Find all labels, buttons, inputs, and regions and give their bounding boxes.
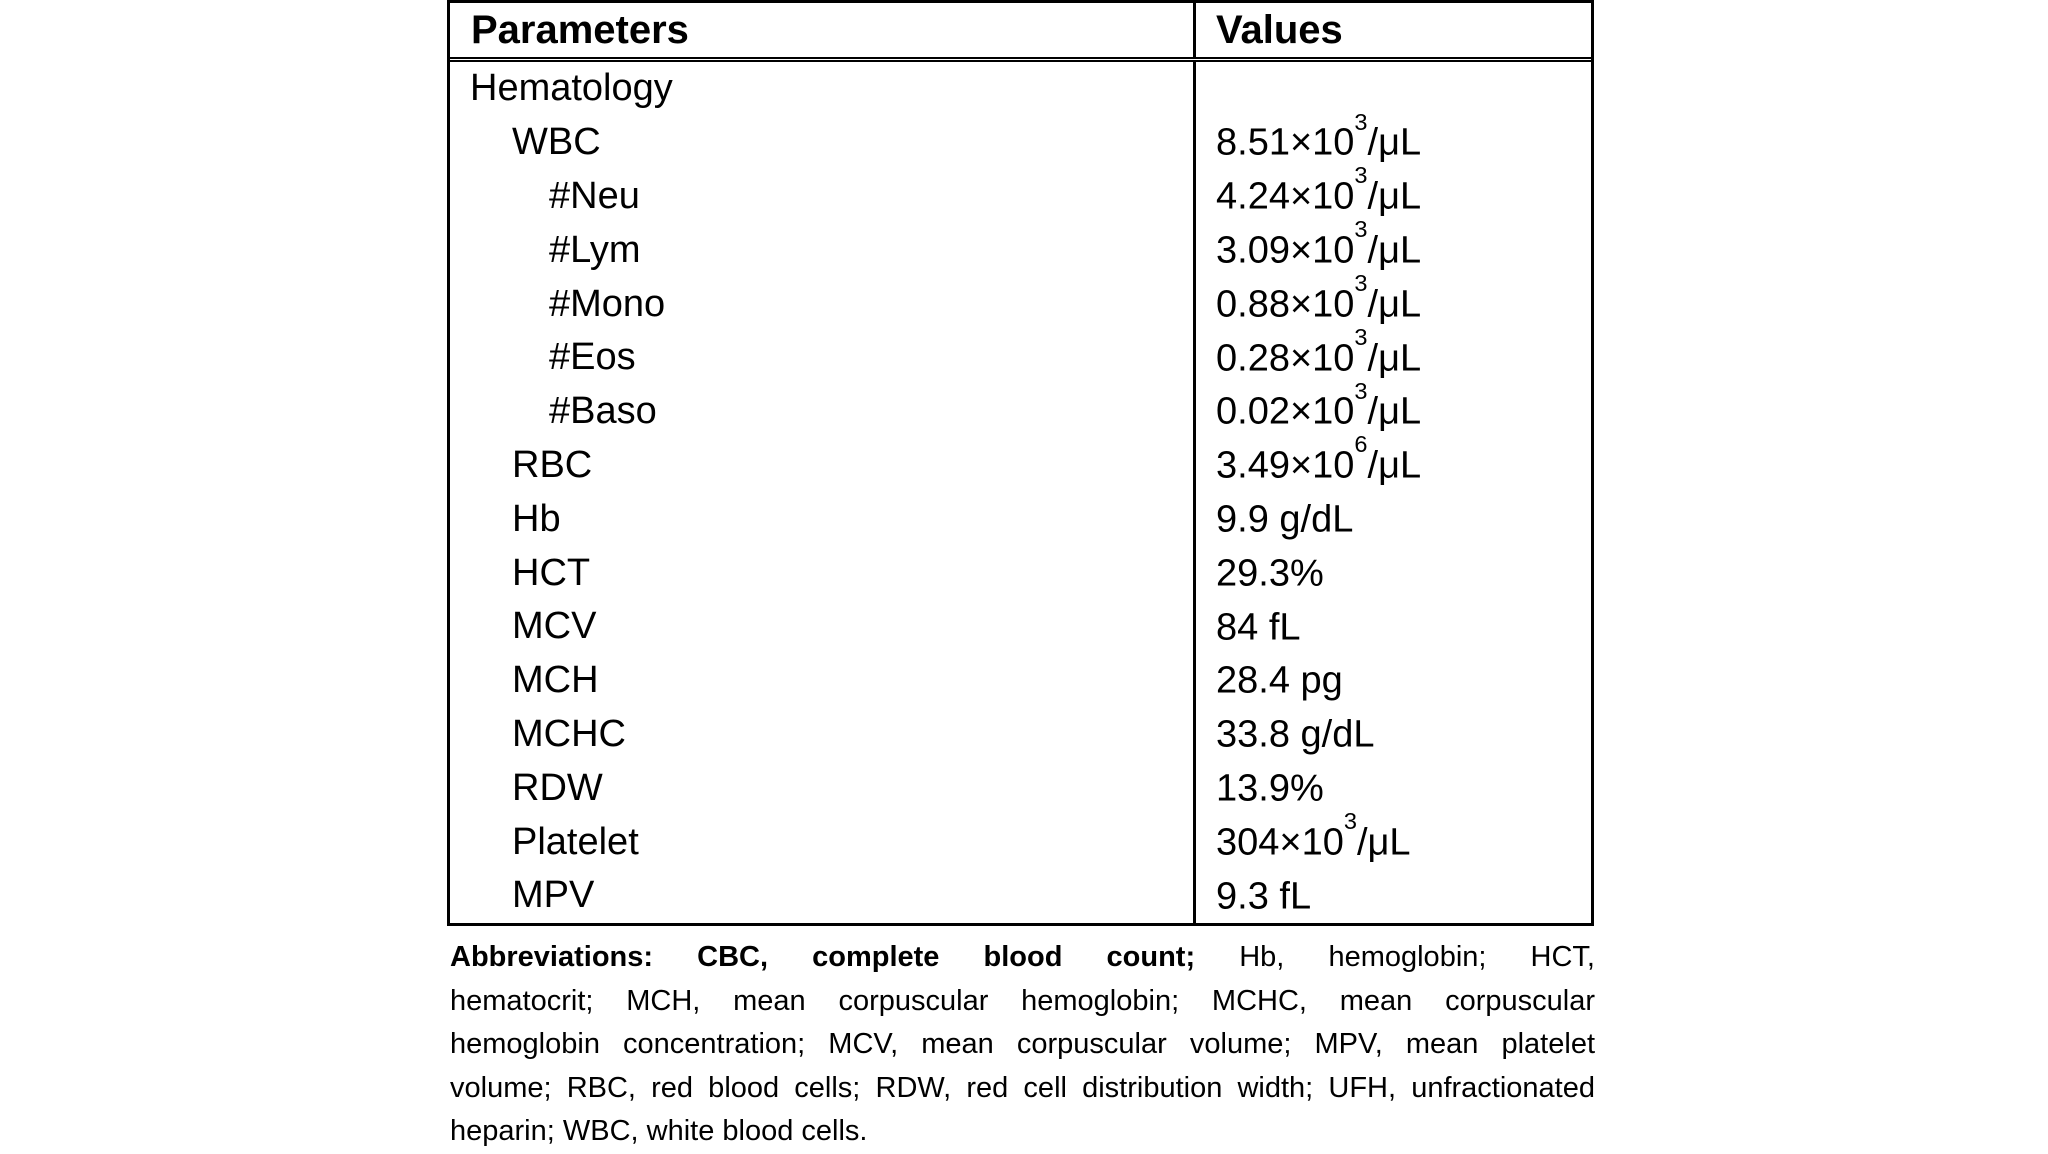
value-cell: 9.3 fL xyxy=(1196,874,1591,919)
param-cell: MCHC xyxy=(450,707,1196,762)
param-cell: WBC xyxy=(450,115,1196,170)
value-cell: 0.28×103/μL xyxy=(1196,324,1591,381)
footnote-text: Hb, hemoglobin; HCT, xyxy=(1195,941,1595,973)
value-cell: 84 fL xyxy=(1196,605,1591,650)
value-text: 4.24×10 xyxy=(1216,175,1355,218)
value-cell: 28.4 pg xyxy=(1196,658,1591,703)
value-superscript: 3 xyxy=(1343,807,1357,834)
table-row: HCT 29.3% xyxy=(450,546,1591,600)
column-header-values: Values xyxy=(1216,7,1343,52)
footnote-text: heparin; WBC, white blood cells. xyxy=(450,1115,868,1147)
value-text: 29.3% xyxy=(1216,552,1324,595)
value-cell: 33.8 g/dL xyxy=(1196,712,1591,757)
param-cell: RBC xyxy=(450,438,1196,493)
table-row: #Eos 0.28×103/μL xyxy=(450,324,1591,385)
table-row: MCV 84 fL xyxy=(450,599,1591,654)
value-text: 0.88×10 xyxy=(1216,283,1355,326)
value-text: 3.49×10 xyxy=(1216,444,1355,487)
value-text: 33.8 g/dL xyxy=(1216,713,1375,756)
table-row: WBC 8.51×103/μL xyxy=(450,109,1591,170)
table-row: Hb 9.9 g/dL xyxy=(450,492,1591,547)
param-cell: #Baso xyxy=(450,384,1196,439)
abbreviations-footnote: Abbreviations: CBC, complete blood count… xyxy=(450,936,1595,1154)
param-cell: MCH xyxy=(450,653,1196,708)
table-row: Hematology xyxy=(450,62,1591,116)
param-cell: Platelet xyxy=(450,815,1196,869)
param-cell: HCT xyxy=(450,546,1196,600)
footnote-bold-label: Abbreviations: CBC, complete blood count… xyxy=(450,941,1196,973)
value-superscript: 3 xyxy=(1354,323,1368,350)
value-text: 9.3 fL xyxy=(1216,875,1312,918)
footnote-line: hemoglobin concentration; MCV, mean corp… xyxy=(450,1023,1595,1067)
value-unit: /μL xyxy=(1367,337,1422,380)
value-unit: /μL xyxy=(1367,229,1422,272)
footnote-line: Abbreviations: CBC, complete blood count… xyxy=(450,936,1595,980)
value-cell: 3.49×106/μL xyxy=(1196,431,1591,488)
table-row: RDW 13.9% xyxy=(450,761,1591,816)
value-cell: 4.24×103/μL xyxy=(1196,162,1591,219)
value-text: 84 fL xyxy=(1216,606,1301,649)
value-text: 304×10 xyxy=(1216,821,1344,864)
table-row: #Mono 0.88×103/μL xyxy=(450,270,1591,331)
value-text: 13.9% xyxy=(1216,767,1324,810)
column-header-parameters: Parameters xyxy=(450,3,1196,57)
table-row: #Neu 4.24×103/μL xyxy=(450,162,1591,224)
value-cell: 0.02×103/μL xyxy=(1196,378,1591,434)
value-unit: /μL xyxy=(1367,283,1422,326)
param-cell: #Mono xyxy=(450,277,1196,331)
footnote-text: volume; RBC, red blood cells; RDW, red c… xyxy=(450,1071,1595,1104)
value-unit: /μL xyxy=(1367,391,1422,433)
cbc-results-table: Parameters Values Hematology WBC 8.51×103/… xyxy=(447,0,1594,926)
value-text: 0.02×10 xyxy=(1216,391,1355,433)
value-superscript: 3 xyxy=(1354,108,1368,135)
value-text: 28.4 pg xyxy=(1216,659,1343,702)
table-row: Platelet 304×103/μL xyxy=(450,808,1591,869)
value-cell: 9.9 g/dL xyxy=(1196,497,1591,542)
value-unit: /μL xyxy=(1356,821,1411,864)
value-cell: 8.51×103/μL xyxy=(1196,109,1591,165)
param-cell: RDW xyxy=(450,761,1196,816)
table-row: RBC 3.49×106/μL xyxy=(450,431,1591,493)
value-superscript: 3 xyxy=(1354,216,1368,243)
param-cell: #Neu xyxy=(450,169,1196,224)
value-cell: 13.9% xyxy=(1196,766,1591,811)
footnote-line: heparin; WBC, white blood cells. xyxy=(450,1110,1595,1154)
table-row: MPV 9.3 fL xyxy=(450,868,1591,923)
value-superscript: 3 xyxy=(1354,269,1368,296)
value-cell: 0.88×103/μL xyxy=(1196,270,1591,327)
value-superscript: 3 xyxy=(1354,162,1368,189)
table-row: MCH 28.4 pg xyxy=(450,653,1591,708)
value-superscript: 3 xyxy=(1354,377,1368,404)
footnote-text: hemoglobin concentration; MCV, mean corp… xyxy=(450,1028,1595,1060)
value-unit: /μL xyxy=(1367,175,1422,218)
value-text: 9.9 g/dL xyxy=(1216,498,1354,541)
param-cell: #Lym xyxy=(450,223,1196,278)
value-superscript: 6 xyxy=(1354,431,1368,458)
value-cell: 3.09×103/μL xyxy=(1196,216,1591,273)
value-cell: 29.3% xyxy=(1196,551,1591,596)
value-unit: /μL xyxy=(1367,444,1422,487)
table-header-row: Parameters Values xyxy=(450,3,1591,62)
table-body: Hematology WBC 8.51×103/μL #Neu 4.24×103/μL #… xyxy=(450,62,1591,923)
table-row: #Lym 3.09×103/μL xyxy=(450,216,1591,278)
value-text: 8.51×10 xyxy=(1216,122,1355,165)
param-cell: #Eos xyxy=(450,330,1196,385)
table-row: MCHC 33.8 g/dL xyxy=(450,707,1591,762)
footnote-text: hematocrit; MCH, mean corpuscular hemogl… xyxy=(450,984,1595,1017)
footnote-line: hematocrit; MCH, mean corpuscular hemogl… xyxy=(450,980,1595,1024)
param-cell: MPV xyxy=(450,868,1196,923)
value-cell: 304×103/μL xyxy=(1196,808,1591,865)
footnote-line: volume; RBC, red blood cells; RDW, red c… xyxy=(450,1067,1595,1111)
table-row: #Baso 0.02×103/μL xyxy=(450,378,1591,439)
param-cell: Hb xyxy=(450,492,1196,547)
value-text: 0.28×10 xyxy=(1216,337,1355,380)
value-unit: /μL xyxy=(1367,122,1422,165)
param-cell: MCV xyxy=(450,599,1196,654)
param-cell: Hematology xyxy=(450,62,1196,116)
value-text: 3.09×10 xyxy=(1216,229,1355,272)
